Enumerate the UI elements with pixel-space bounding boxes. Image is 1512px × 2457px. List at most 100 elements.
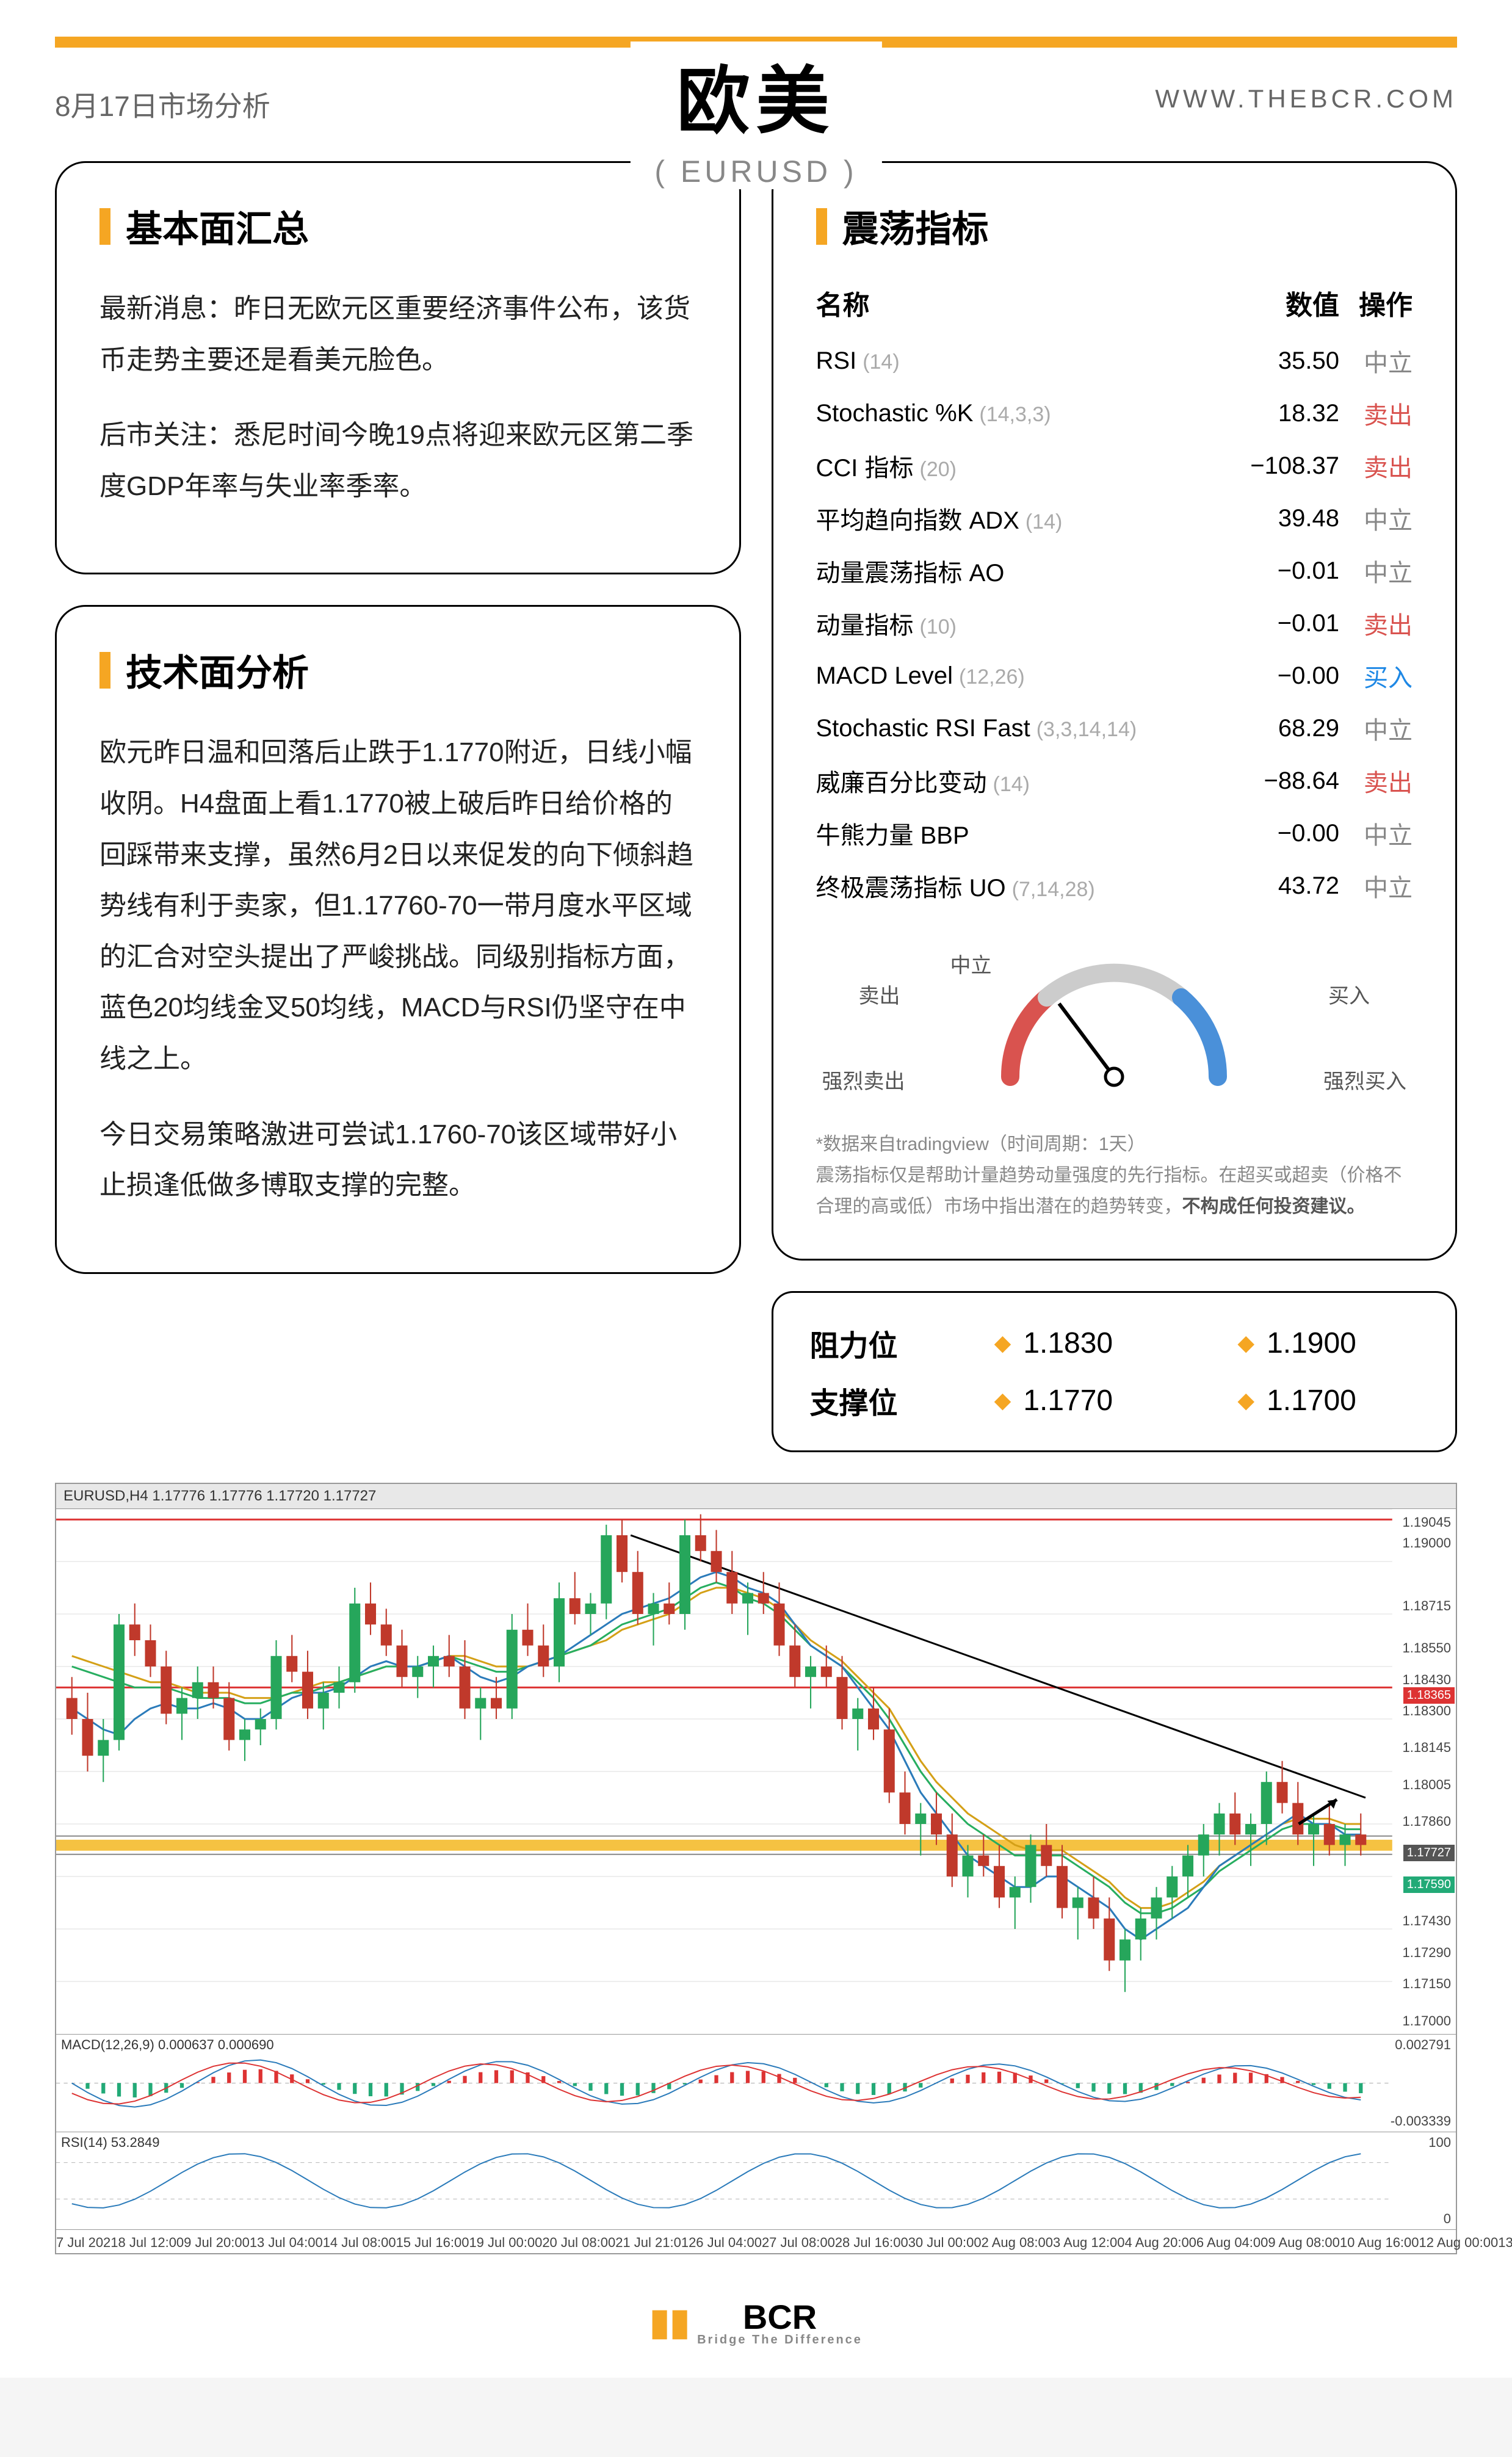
title-bar-icon bbox=[99, 652, 110, 689]
disclaimer-1: *数据来自tradingview（时间周期：1天） bbox=[816, 1129, 1413, 1160]
rsi-panel: RSI(14) 53.2849 100 0 bbox=[56, 2132, 1456, 2229]
y-tick: 1.19045 bbox=[1402, 1514, 1451, 1530]
y-tick: 1.17150 bbox=[1402, 1976, 1451, 1992]
osc-row: 平均趋向指数 ADX(14)39.48中立 bbox=[816, 492, 1413, 545]
x-tick: 13 Aug 08:00 bbox=[1498, 2235, 1512, 2251]
osc-row: CCI 指标(20)−108.37卖出 bbox=[816, 440, 1413, 492]
x-tick: 8 Jul 12:00 bbox=[118, 2235, 184, 2251]
y-axis: 1.190451.190001.187151.185501.184301.183… bbox=[1395, 1509, 1456, 2034]
x-tick: 6 Aug 04:00 bbox=[1196, 2235, 1268, 2251]
osc-row: 牛熊力量 BBP−0.00中立 bbox=[816, 807, 1413, 859]
s1: 1.1770 bbox=[1023, 1384, 1113, 1417]
osc-row: MACD Level(12,26)−0.00买入 bbox=[816, 650, 1413, 702]
y-tick: 1.18430 bbox=[1402, 1672, 1451, 1688]
x-axis: 7 Jul 20218 Jul 12:009 Jul 20:0013 Jul 0… bbox=[56, 2229, 1456, 2253]
y-tick: 1.17860 bbox=[1402, 1814, 1451, 1829]
rsi-y-top: 100 bbox=[1428, 2135, 1451, 2151]
x-tick: 30 Jul 00:00 bbox=[908, 2235, 982, 2251]
levels-card: 阻力位 ◆1.1830 ◆1.1900 支撑位 ◆1.1770 ◆1.1700 bbox=[772, 1291, 1458, 1452]
main-title: 欧美 bbox=[654, 42, 857, 148]
technical-p1: 欧元昨日温和回落后止跌于1.1770附近，日线小幅收阴。H4盘面上看1.1770… bbox=[99, 727, 696, 1084]
rsi-y-bot: 0 bbox=[1444, 2211, 1451, 2227]
y-tick: 1.17290 bbox=[1402, 1945, 1451, 1961]
x-tick: 10 Aug 16:00 bbox=[1340, 2235, 1419, 2251]
x-tick: 14 Jul 08:00 bbox=[323, 2235, 396, 2251]
macd-label: MACD(12,26,9) 0.000637 0.000690 bbox=[61, 2037, 274, 2053]
technical-p2: 今日交易策略激进可尝试1.1760-70该区域带好小止损逢低做多博取支撑的完整。 bbox=[99, 1109, 696, 1211]
osc-row: 动量震荡指标 AO−0.01中立 bbox=[816, 545, 1413, 597]
y-tick: 1.17000 bbox=[1402, 2013, 1451, 2029]
chart-body: 1.190451.190001.187151.185501.184301.183… bbox=[56, 1509, 1456, 2034]
technical-title: 技术面分析 bbox=[126, 643, 309, 697]
macd-panel: MACD(12,26,9) 0.000637 0.000690 0.002791… bbox=[56, 2034, 1456, 2132]
x-tick: 9 Jul 20:00 bbox=[184, 2235, 250, 2251]
y-tick: 1.18715 bbox=[1402, 1598, 1451, 1614]
osc-row: 动量指标(10)−0.01卖出 bbox=[816, 597, 1413, 650]
y-price-box: 1.17727 bbox=[1403, 1845, 1455, 1861]
col-name: 名称 bbox=[816, 283, 1230, 322]
y-price-box: 1.18365 bbox=[1403, 1687, 1455, 1704]
title-block: 欧美 ( EURUSD ) bbox=[630, 42, 881, 189]
title-bar-icon bbox=[99, 208, 110, 245]
oscillators-table: 名称 数值 操作 RSI(14)35.50中立Stochastic %K(14,… bbox=[816, 283, 1413, 912]
technical-card: 技术面分析 欧元昨日温和回落后止跌于1.1770附近，日线小幅收阴。H4盘面上看… bbox=[55, 605, 741, 1273]
fundamentals-p2: 后市关注：悉尼时间今晚19点将迎来欧元区第二季度GDP年率与失业率季率。 bbox=[99, 410, 696, 512]
col-value: 数值 bbox=[1229, 283, 1339, 322]
dot-icon: ◆ bbox=[994, 1388, 1011, 1413]
gauge-strong-buy: 强烈买入 bbox=[1323, 1065, 1406, 1095]
x-tick: 15 Jul 16:00 bbox=[396, 2235, 469, 2251]
resistance-label: 阻力位 bbox=[810, 1322, 932, 1364]
x-tick: 9 Aug 08:00 bbox=[1268, 2235, 1339, 2251]
price-chart-panel: EURUSD,H4 1.17776 1.17776 1.17720 1.1772… bbox=[55, 1483, 1457, 2254]
gauge-sell: 卖出 bbox=[859, 979, 900, 1009]
chart-header: EURUSD,H4 1.17776 1.17776 1.17720 1.1772… bbox=[56, 1484, 1456, 1509]
gauge-neutral: 中立 bbox=[950, 949, 992, 979]
x-tick: 2 Aug 08:00 bbox=[982, 2235, 1053, 2251]
x-tick: 28 Jul 16:00 bbox=[835, 2235, 908, 2251]
rsi-label: RSI(14) 53.2849 bbox=[61, 2135, 159, 2151]
date-label: 8月17日市场分析 bbox=[55, 84, 270, 125]
x-tick: 27 Jul 08:00 bbox=[762, 2235, 835, 2251]
x-tick: 21 Jul 21:01 bbox=[615, 2235, 689, 2251]
gauge: 中立 卖出 买入 强烈卖出 强烈买入 bbox=[816, 936, 1413, 1110]
fundamentals-title: 基本面汇总 bbox=[126, 200, 309, 253]
macd-y-bot: -0.003339 bbox=[1391, 2113, 1451, 2129]
brand: BCR bbox=[743, 2298, 817, 2336]
fundamentals-card: 基本面汇总 最新消息：昨日无欧元区重要经济事件公布，该货币走势主要还是看美元脸色… bbox=[55, 161, 741, 574]
x-tick: 3 Aug 12:00 bbox=[1053, 2235, 1124, 2251]
s2: 1.1700 bbox=[1267, 1384, 1356, 1417]
osc-row: RSI(14)35.50中立 bbox=[816, 335, 1413, 387]
x-tick: 12 Aug 00:00 bbox=[1419, 2235, 1499, 2251]
footer: ▮▮ BCR Bridge The Difference bbox=[55, 2273, 1457, 2353]
x-tick: 4 Aug 20:00 bbox=[1124, 2235, 1196, 2251]
fundamentals-p1: 最新消息：昨日无欧元区重要经济事件公布，该货币走势主要还是看美元脸色。 bbox=[99, 283, 696, 385]
r2: 1.1900 bbox=[1267, 1326, 1356, 1360]
tagline: Bridge The Difference bbox=[697, 2333, 863, 2347]
y-tick: 1.18300 bbox=[1402, 1703, 1451, 1719]
col-action: 操作 bbox=[1339, 283, 1413, 322]
x-tick: 7 Jul 2021 bbox=[56, 2235, 118, 2251]
x-tick: 13 Jul 04:00 bbox=[250, 2235, 323, 2251]
x-tick: 19 Jul 00:00 bbox=[469, 2235, 542, 2251]
y-tick: 1.18550 bbox=[1402, 1640, 1451, 1656]
dot-icon: ◆ bbox=[1237, 1330, 1254, 1356]
osc-row: 威廉百分比变动(14)−88.64卖出 bbox=[816, 754, 1413, 807]
oscillators-card: 震荡指标 名称 数值 操作 RSI(14)35.50中立Stochastic %… bbox=[772, 161, 1458, 1261]
gauge-strong-sell: 强烈卖出 bbox=[822, 1065, 905, 1095]
logo: ▮▮ BCR Bridge The Difference bbox=[649, 2297, 863, 2347]
x-tick: 26 Jul 04:00 bbox=[689, 2235, 762, 2251]
y-price-box: 1.17590 bbox=[1403, 1876, 1455, 1893]
site-url: WWW.THEBCR.COM bbox=[1155, 84, 1457, 114]
y-tick: 1.19000 bbox=[1402, 1535, 1451, 1551]
disclaimer-3: 不构成任何投资建议。 bbox=[1182, 1196, 1366, 1217]
macd-y-top: 0.002791 bbox=[1395, 2037, 1451, 2053]
osc-row: Stochastic RSI Fast(3,3,14,14)68.29中立 bbox=[816, 702, 1413, 754]
y-tick: 1.18145 bbox=[1402, 1740, 1451, 1756]
y-tick: 1.18005 bbox=[1402, 1777, 1451, 1793]
dot-icon: ◆ bbox=[1237, 1388, 1254, 1413]
disclaimer: *数据来自tradingview（时间周期：1天） 震荡指标仅是帮助计量趋势动量… bbox=[816, 1129, 1413, 1222]
osc-row: Stochastic %K(14,3,3)18.32卖出 bbox=[816, 387, 1413, 440]
r1: 1.1830 bbox=[1023, 1326, 1113, 1360]
logo-icon: ▮▮ bbox=[649, 2301, 690, 2343]
title-bar-icon bbox=[816, 208, 827, 245]
